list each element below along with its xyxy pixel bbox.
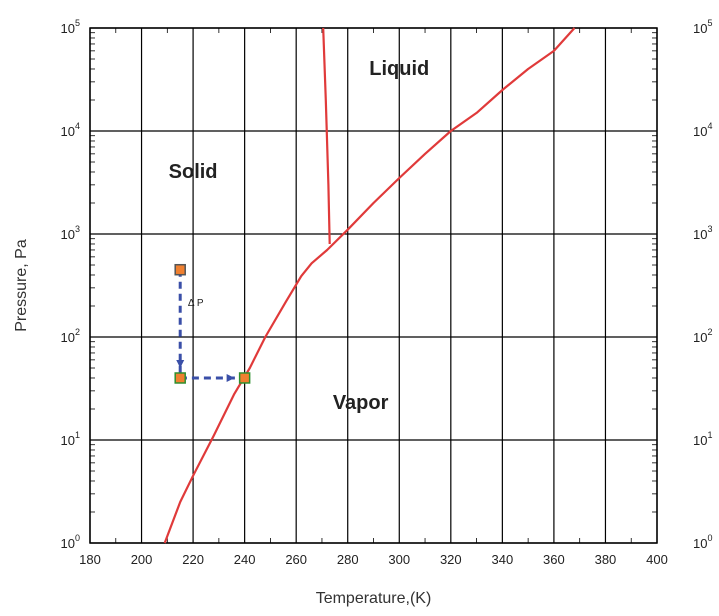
x-axis-title: Temperature,(K): [316, 590, 432, 607]
x-tick-label: 340: [492, 552, 514, 567]
x-tick-label: 380: [595, 552, 617, 567]
y-tick-labels-right: 100 101 102 103 104 105: [693, 18, 712, 551]
delta-t-arrow-right: [226, 373, 235, 382]
state-marker: [238, 372, 251, 384]
x-tick-labels: 180 200 220 240 260 280 300 320 340 360 380 400: [79, 552, 668, 567]
delta-p-label: Δ P: [188, 298, 204, 309]
y-tick-label-left: 102: [61, 327, 80, 345]
x-tick-label: 240: [234, 552, 256, 567]
region-label-vapor: Vapor: [333, 392, 389, 414]
y-tick-label-left: 103: [61, 224, 80, 242]
phase-boundary-line: [163, 27, 576, 544]
y-tick-label-right: 105: [693, 18, 712, 36]
y-tick-label-left: 104: [61, 121, 80, 139]
y-axis-title: Pressure, Pa: [13, 239, 30, 332]
y-tick-label-right: 101: [693, 430, 712, 448]
state-marker: [174, 263, 186, 276]
x-tick-label: 280: [337, 552, 359, 567]
y-tick-label-right: 103: [693, 224, 712, 242]
x-tick-label: 300: [388, 552, 410, 567]
minor-ticks: [90, 28, 657, 543]
y-tick-label-left: 105: [61, 18, 80, 36]
x-tick-label: 360: [543, 552, 565, 567]
x-tick-label: 400: [646, 552, 668, 567]
y-tick-label-right: 100: [693, 533, 712, 551]
phase-boundary-line: [322, 27, 331, 245]
state-marker: [174, 372, 186, 384]
plot-frame: [89, 27, 658, 544]
x-tick-label: 260: [285, 552, 307, 567]
y-tick-label-left: 101: [61, 430, 80, 448]
delta-p-arrow-down: [176, 359, 185, 368]
x-tick-label: 200: [131, 552, 153, 567]
delta-p-path: [178, 269, 245, 380]
x-tick-label: 180: [79, 552, 101, 567]
grid-lines: [89, 27, 658, 544]
y-tick-label-left: 100: [61, 533, 80, 551]
region-labels: Solid Liquid Vapor: [169, 58, 430, 414]
region-label-solid: Solid: [169, 161, 218, 183]
x-tick-label: 220: [182, 552, 204, 567]
annotation-layer: Δ P: [174, 263, 251, 384]
series-layer: [163, 27, 576, 544]
y-tick-label-right: 102: [693, 327, 712, 345]
region-label-liquid: Liquid: [369, 58, 429, 80]
x-tick-label: 320: [440, 552, 462, 567]
y-tick-label-right: 104: [693, 121, 712, 139]
y-tick-labels-left: 100 101 102 103 104 105: [61, 18, 80, 551]
